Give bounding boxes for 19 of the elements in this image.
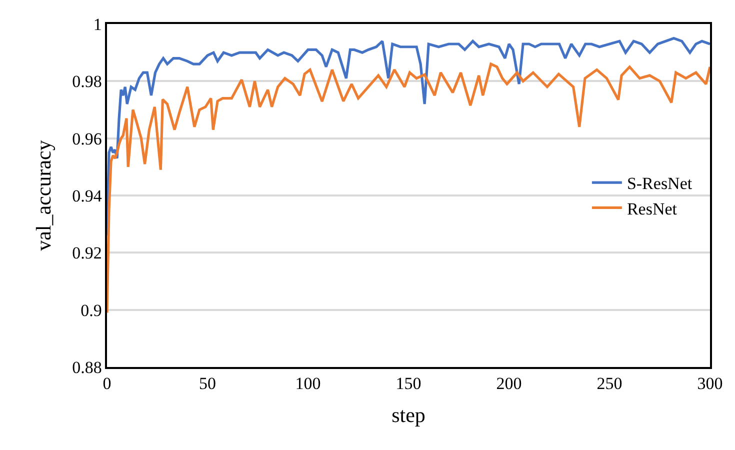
x-axis-title: step xyxy=(392,402,426,427)
y-axis-title: val_accuracy xyxy=(32,140,56,251)
y-tick-label: 1 xyxy=(93,14,102,34)
x-tick-label: 200 xyxy=(496,374,522,394)
line-series xyxy=(107,62,710,314)
y-tick-label: 0.96 xyxy=(72,129,102,148)
x-tick-label: 100 xyxy=(295,374,321,394)
x-tick-label: 0 xyxy=(102,374,112,394)
legend-label: ResNet xyxy=(626,199,678,218)
x-tick-label: 50 xyxy=(199,374,216,394)
y-tick-label: 0.92 xyxy=(72,244,102,263)
y-tick-label: 0.94 xyxy=(72,186,102,206)
legend-label: S-ResNet xyxy=(626,174,692,194)
y-tick-label: 0.88 xyxy=(72,358,102,377)
y-tick-label: 0.98 xyxy=(72,72,102,92)
x-tick-label: 300 xyxy=(697,374,723,394)
y-tick-label: 0.9 xyxy=(80,300,102,320)
x-tick-label: 150 xyxy=(396,374,422,394)
x-tick-label: 250 xyxy=(596,374,622,394)
